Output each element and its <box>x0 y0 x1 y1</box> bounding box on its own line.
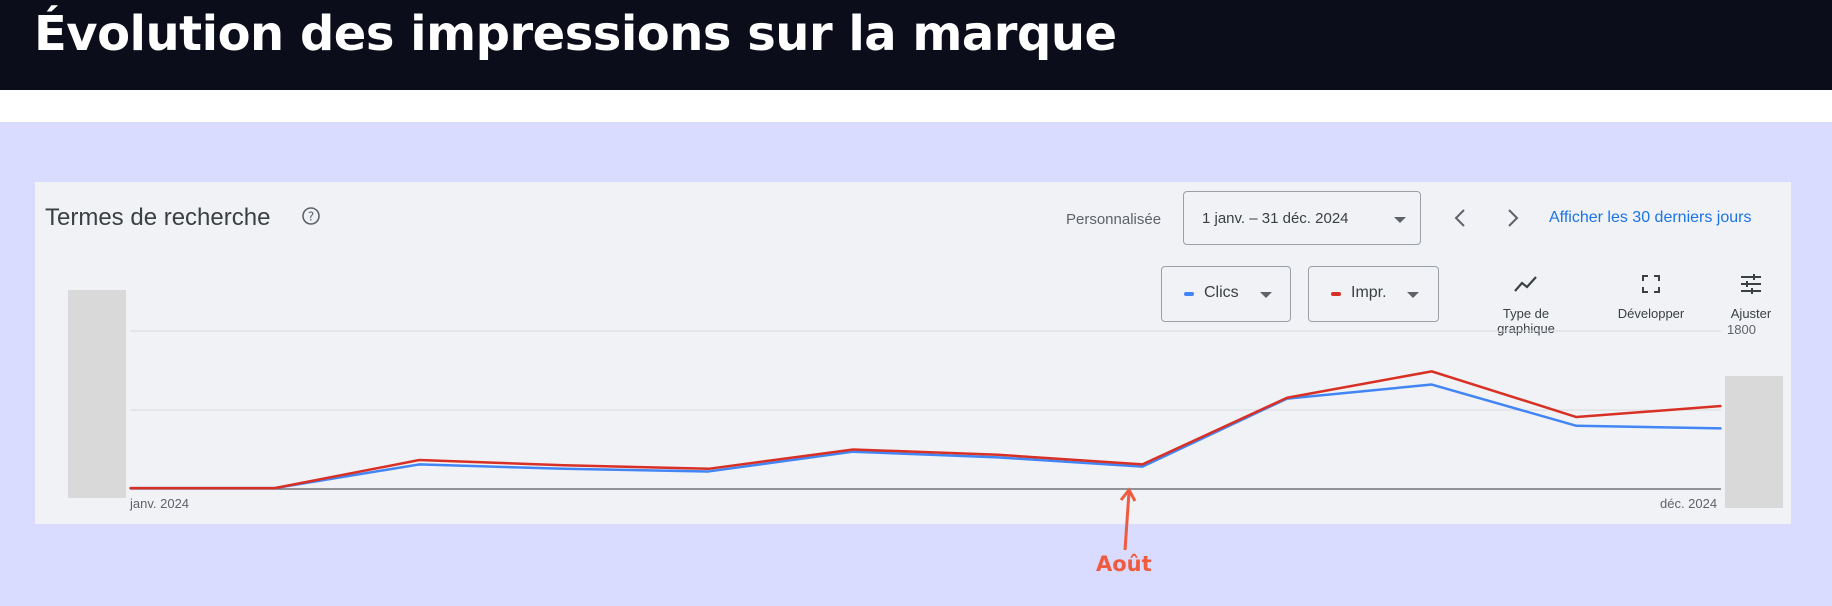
data-point-impr <box>273 487 276 489</box>
card-title: Termes de recherche <box>45 204 271 231</box>
x-axis-start-label: janv. 2024 <box>130 496 190 511</box>
data-point-clics <box>997 456 999 459</box>
caret-down-icon <box>1394 217 1406 223</box>
data-point-clics <box>1430 383 1433 386</box>
chevron-right-icon[interactable] <box>1497 203 1527 233</box>
last-30-days-link[interactable]: Afficher les 30 derniers jours <box>1549 209 1752 226</box>
chart-type-label-2: graphique <box>1497 321 1555 336</box>
data-point-impr <box>1720 405 1722 407</box>
metric-impr-label: Impr. <box>1351 284 1387 301</box>
data-point-impr <box>563 464 565 467</box>
metric-impr-select[interactable]: Impr. <box>1308 266 1439 322</box>
annotation-arrow-icon <box>1119 487 1137 551</box>
redaction-box-left <box>68 290 126 498</box>
series-line-impr <box>130 370 1722 490</box>
data-point-clics <box>418 463 421 466</box>
line-chart-icon <box>1514 276 1537 292</box>
expand-label: Développer <box>1617 306 1685 321</box>
data-point-impr <box>418 459 421 461</box>
data-point-impr <box>129 487 131 489</box>
x-axis-end-label: déc. 2024 <box>1660 496 1718 511</box>
expand-button[interactable]: Développer <box>1606 273 1696 321</box>
chart-type-label-1: Type de <box>1502 306 1550 321</box>
svg-text:?: ? <box>308 210 314 224</box>
line-chart <box>129 330 1722 490</box>
caret-down-icon <box>1407 292 1419 298</box>
impr-swatch <box>1331 292 1341 296</box>
y-axis-tick-label: 1800 <box>1727 322 1756 337</box>
clics-swatch <box>1184 292 1194 296</box>
search-terms-card: Termes de recherche ? Personnalisée 1 ja… <box>35 182 1791 524</box>
date-range-label: Personnalisée <box>1066 211 1162 228</box>
data-point-impr <box>707 468 710 470</box>
header-banner: Évolution des impressions sur la marque <box>0 0 1832 90</box>
data-point-clics <box>852 450 854 453</box>
date-range-value: 1 janv. – 31 déc. 2024 <box>1202 210 1349 227</box>
series-line-clics <box>130 383 1722 490</box>
date-range-select[interactable]: 1 janv. – 31 déc. 2024 <box>1183 191 1421 245</box>
page-title: Évolution des impressions sur la marque <box>34 6 1117 62</box>
metric-clics-select[interactable]: Clics <box>1161 266 1291 322</box>
caret-down-icon <box>1260 292 1272 298</box>
adjust-label: Ajuster <box>1730 306 1772 321</box>
data-point-clics <box>1575 425 1578 427</box>
help-circle-icon[interactable]: ? <box>301 206 321 226</box>
adjust-button[interactable]: Ajuster <box>1721 273 1781 321</box>
data-point-clics <box>563 468 565 470</box>
data-point-clics <box>707 470 710 473</box>
metric-clics-label: Clics <box>1204 284 1239 301</box>
data-point-impr <box>1141 463 1144 466</box>
redaction-box-right <box>1725 376 1783 508</box>
august-annotation: Août <box>1096 552 1152 576</box>
chevron-left-icon[interactable] <box>1446 203 1476 233</box>
divider-strip <box>0 90 1832 122</box>
tune-icon <box>1741 274 1761 294</box>
fullscreen-icon <box>1642 275 1660 293</box>
data-point-impr <box>1430 370 1433 373</box>
data-point-impr <box>1575 416 1578 418</box>
data-point-clics <box>1720 427 1722 430</box>
data-point-impr <box>997 453 999 456</box>
data-point-impr <box>1286 396 1288 399</box>
chart-type-button[interactable]: Type de graphique <box>1486 273 1566 336</box>
data-point-clics <box>1141 465 1144 468</box>
data-point-impr <box>852 448 854 451</box>
